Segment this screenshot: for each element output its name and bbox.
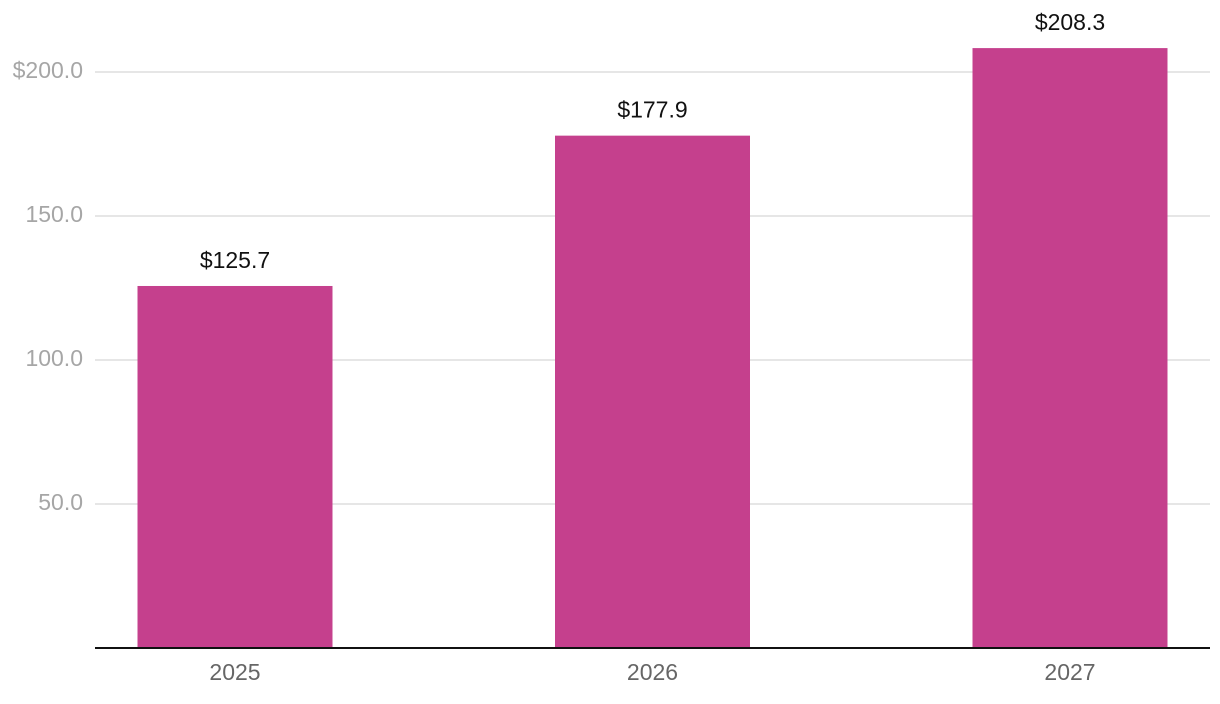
y-tick-label: 150.0 [25, 201, 83, 227]
value-label: $177.9 [617, 97, 687, 123]
x-tick-label: 2025 [209, 659, 260, 685]
y-tick-label: $200.0 [13, 57, 83, 83]
y-tick-label: 100.0 [25, 345, 83, 371]
y-tick-label: 50.0 [38, 489, 83, 515]
bar [555, 135, 750, 648]
bar [137, 285, 333, 648]
value-label: $208.3 [1035, 9, 1105, 35]
bar [972, 48, 1168, 648]
x-tick-label: 2026 [627, 659, 678, 685]
value-label: $125.7 [200, 247, 270, 273]
x-tick-label: 2027 [1044, 659, 1095, 685]
